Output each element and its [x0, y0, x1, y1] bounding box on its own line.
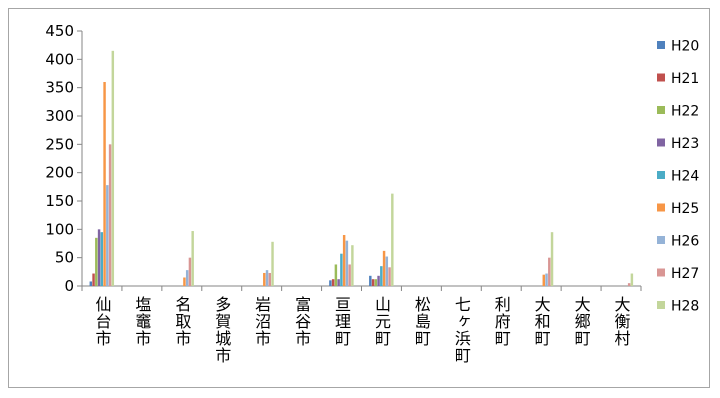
bar-H25 [382, 250, 386, 286]
bar-H26 [545, 273, 548, 286]
bar-H27 [548, 257, 551, 286]
bar-H27 [188, 257, 192, 286]
bar-H26 [185, 270, 189, 286]
y-tick-label: 400 [45, 50, 74, 68]
bar-H26 [385, 256, 389, 286]
bar-H20 [89, 281, 93, 286]
bar-H24 [380, 266, 383, 286]
x-tick-label: 名取市 [172, 296, 191, 347]
bar-H25 [103, 82, 106, 286]
x-tick-label: 大郷町 [572, 296, 591, 347]
legend-label: H28 [671, 299, 699, 315]
y-tick-label: 0 [64, 277, 74, 295]
bar-H25 [542, 274, 546, 286]
bar-H20 [329, 280, 332, 286]
bar-H28 [351, 245, 354, 286]
bar-H28 [391, 193, 394, 286]
y-tick-label: 200 [45, 164, 74, 182]
bar-H21 [371, 279, 375, 286]
bar-H28 [191, 231, 194, 286]
legend-label: H21 [671, 71, 699, 87]
x-tick-label: 山元町 [372, 296, 391, 347]
bar-H27 [108, 144, 112, 286]
bar-H27 [348, 264, 351, 286]
bar-H28 [111, 50, 115, 287]
legend-swatch [657, 138, 665, 147]
bar-H25 [342, 235, 346, 286]
legend-swatch [657, 268, 665, 277]
legend-label: H27 [671, 266, 699, 282]
bar-chart: 0 50 100 150 200 250 300 350 400 450 仙台市 塩竈市 名取市 多賀城市… [45, 22, 699, 364]
x-tick-label: 富谷市 [292, 296, 311, 347]
bar-H28 [550, 232, 554, 286]
y-tick-label: 50 [55, 249, 74, 267]
x-tick-label: 多賀城市 [212, 296, 231, 364]
bar-H25 [263, 272, 266, 286]
x-tick-label: 岩沼市 [252, 296, 271, 347]
x-tick-label: 大衡村 [612, 296, 631, 347]
bar-H24 [340, 253, 343, 286]
chart-frame: 0 50 100 150 200 250 300 350 400 450 仙台市 塩竈市 名取市 多賀城市… [8, 8, 710, 388]
bar-H25 [183, 277, 186, 286]
bar-H21 [92, 273, 95, 286]
x-tick-label: 仙台市 [92, 296, 111, 347]
legend-label: H24 [671, 169, 699, 185]
bar-H27 [627, 283, 631, 286]
x-tick-label: 七ヶ浜町 [452, 296, 471, 364]
bar-H27 [388, 267, 391, 286]
bar-H26 [265, 270, 269, 286]
bar-H26 [106, 185, 109, 286]
legend-swatch [657, 301, 665, 309]
bar-H28 [271, 241, 274, 286]
y-tick-label: 450 [45, 22, 74, 40]
y-tick-label: 150 [45, 192, 74, 210]
bar-H27 [268, 272, 272, 286]
legend-swatch [657, 73, 665, 82]
y-tick-label: 300 [45, 107, 74, 125]
x-tick-label: 松島町 [412, 296, 431, 347]
legend-swatch [657, 203, 665, 212]
x-tick-label: 利府町 [492, 296, 511, 347]
legend-label: H25 [671, 201, 699, 217]
bar-H22 [374, 279, 378, 286]
bar-H22 [334, 264, 338, 286]
x-tick-label: 大和町 [532, 296, 551, 347]
bar-H23 [337, 279, 340, 286]
legend-label: H23 [671, 136, 699, 152]
legend-label: H20 [671, 39, 699, 55]
bar-H20 [369, 275, 372, 286]
bar-H23 [377, 275, 380, 286]
legend-swatch [657, 171, 665, 179]
y-tick-label: 100 [45, 220, 74, 238]
x-tick-label: 塩竈市 [132, 296, 151, 347]
bar-H22 [95, 237, 98, 286]
bar-H28 [630, 273, 634, 286]
bar-H23 [97, 229, 101, 286]
legend-label: H26 [671, 234, 699, 250]
bar-H26 [345, 240, 349, 286]
y-tick-label: 350 [45, 79, 74, 97]
legend-label: H22 [671, 104, 699, 120]
y-tick-label: 250 [45, 135, 74, 153]
bar-H24 [100, 232, 104, 286]
bar-H21 [331, 279, 335, 286]
legend-swatch [657, 41, 665, 49]
legend-swatch [657, 236, 665, 244]
x-tick-label: 亘理町 [332, 296, 351, 347]
legend-swatch [657, 106, 665, 114]
